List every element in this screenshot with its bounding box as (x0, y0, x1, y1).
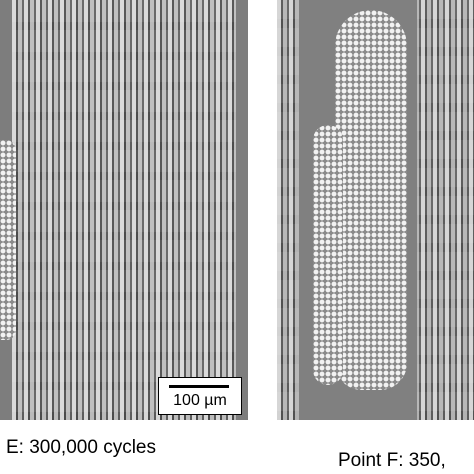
scale-line (169, 385, 229, 388)
fiber-cluster (335, 10, 407, 390)
fiber-cluster (313, 125, 343, 385)
micrograph-left: 100 µm (0, 0, 248, 420)
caption-right: Point F: 350, (338, 450, 446, 471)
matrix-region (236, 0, 248, 420)
caption-left: E: 300,000 cycles (6, 437, 156, 458)
fiber-cluster (0, 140, 16, 340)
micrograph-right (277, 0, 474, 420)
scale-bar: 100 µm (158, 377, 242, 415)
scale-label: 100 µm (173, 392, 227, 409)
